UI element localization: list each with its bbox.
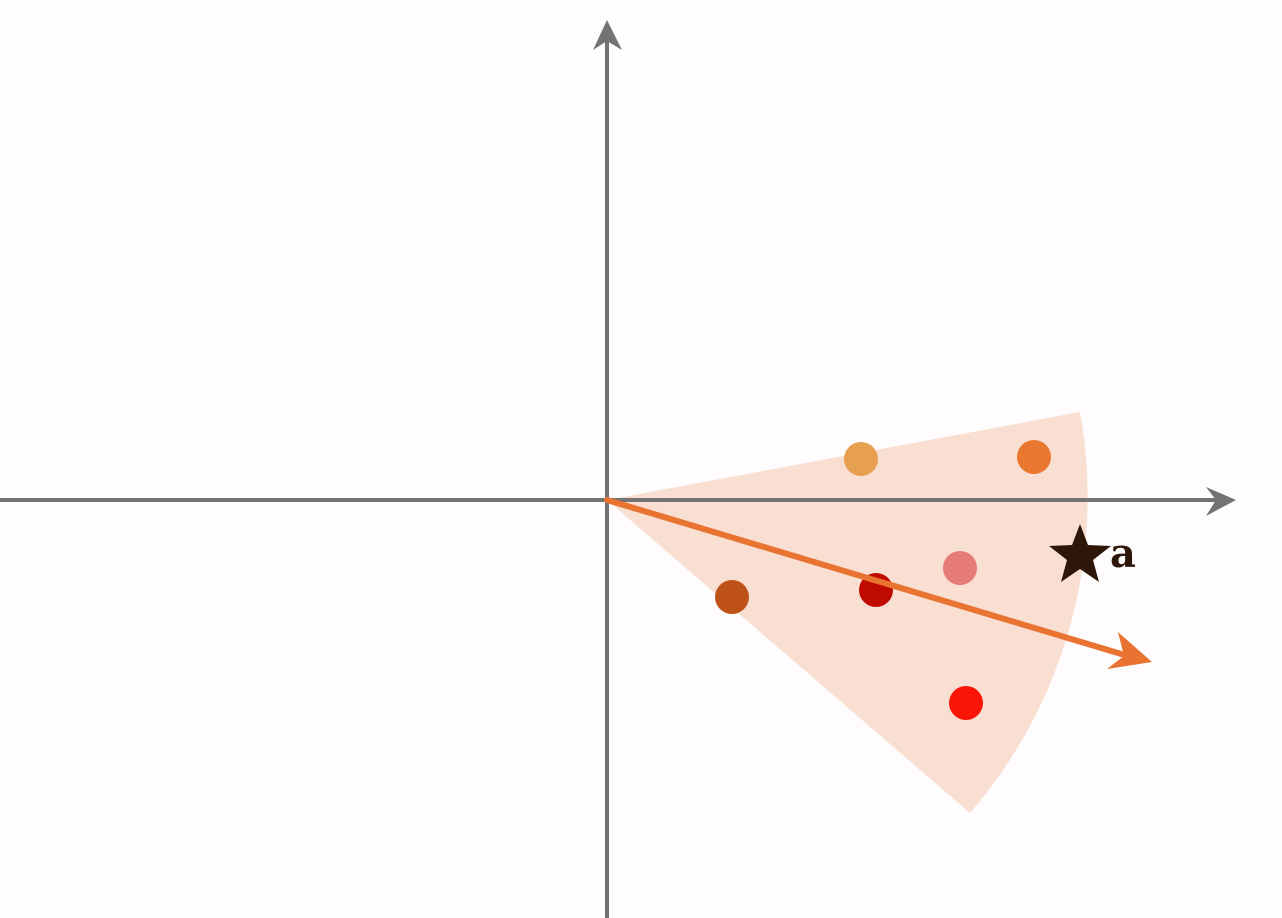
- point-5: [715, 580, 749, 614]
- y-axis-arrowhead: [593, 20, 622, 50]
- vector-arrow-shaft: [604, 497, 1141, 662]
- vector-arrow: [604, 497, 1152, 669]
- point-1: [844, 442, 878, 476]
- star-point-label: a: [1110, 530, 1136, 577]
- y-axis: [593, 20, 622, 918]
- point-2: [1017, 440, 1051, 474]
- point-6: [949, 686, 983, 720]
- x-axis-arrowhead: [1206, 487, 1236, 516]
- shaded-sector: [607, 412, 1088, 813]
- star-point: a: [1049, 524, 1136, 582]
- point-3: [943, 551, 977, 585]
- vector-arrowhead: [1107, 632, 1152, 669]
- points-layer: [715, 440, 1051, 720]
- star-icon: [1049, 524, 1111, 582]
